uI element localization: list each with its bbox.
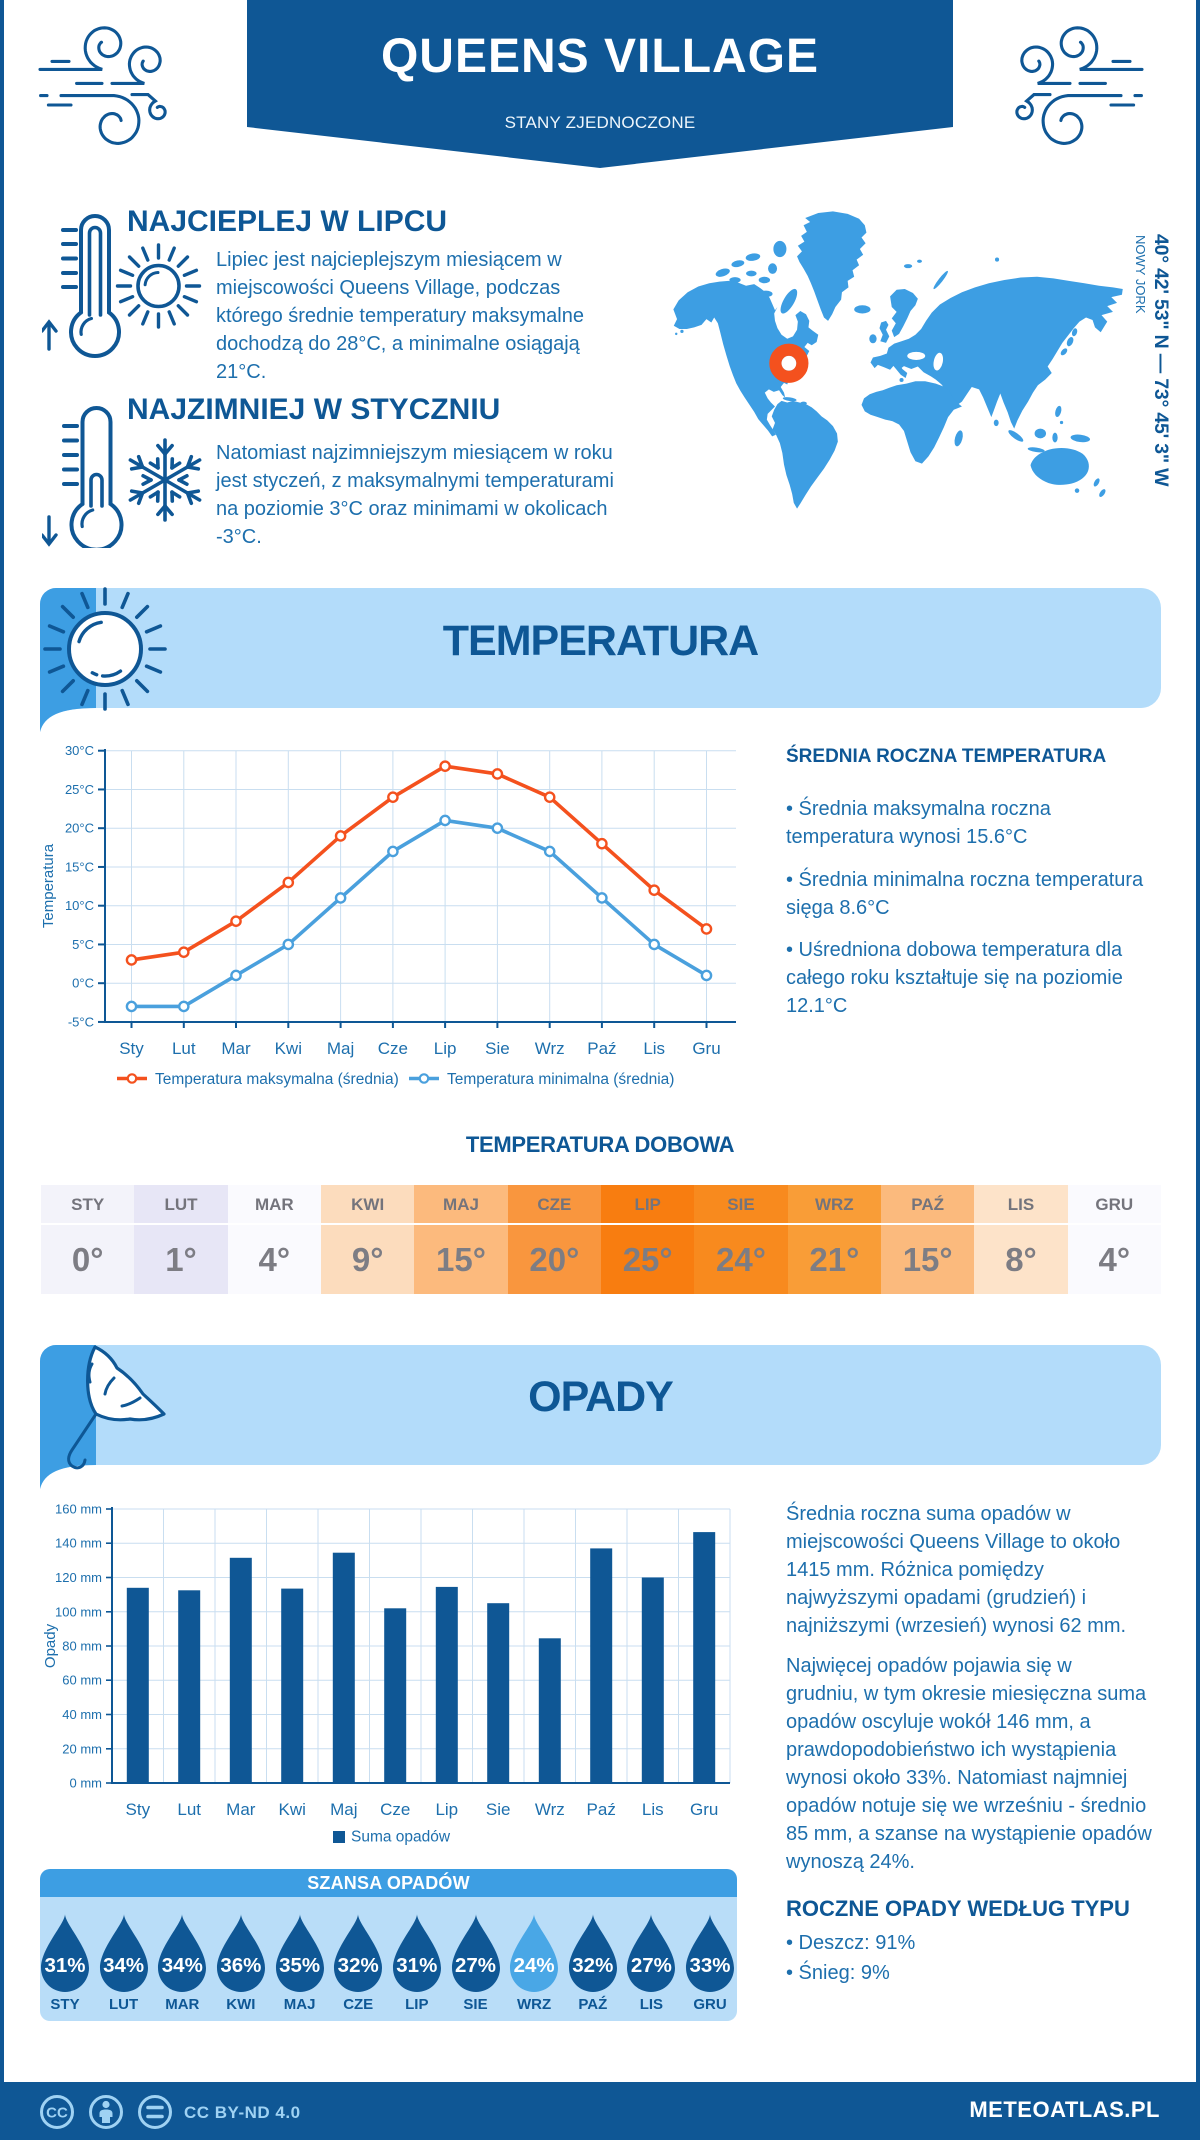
svg-text:CC: CC (46, 2105, 68, 2122)
svg-text:10°C: 10°C (65, 898, 94, 913)
svg-text:160 mm: 160 mm (55, 1502, 102, 1517)
svg-text:Lis: Lis (643, 1039, 665, 1058)
svg-text:40 mm: 40 mm (62, 1707, 102, 1722)
svg-text:Wrz: Wrz (535, 1039, 565, 1058)
svg-text:Maj: Maj (330, 1800, 357, 1819)
svg-text:Kwi: Kwi (275, 1039, 302, 1058)
svg-text:100 mm: 100 mm (55, 1604, 102, 1619)
svg-text:Sty: Sty (119, 1039, 144, 1058)
svg-text:120 mm: 120 mm (55, 1570, 102, 1585)
svg-text:Mar: Mar (221, 1039, 251, 1058)
svg-text:Sie: Sie (485, 1039, 510, 1058)
svg-text:Temperatura maksymalna (średni: Temperatura maksymalna (średnia) (155, 1071, 399, 1088)
svg-text:Temperatura minimalna (średnia: Temperatura minimalna (średnia) (447, 1071, 674, 1088)
svg-text:80 mm: 80 mm (62, 1639, 102, 1654)
svg-text:20°C: 20°C (65, 821, 94, 836)
svg-text:0 mm: 0 mm (70, 1776, 103, 1791)
svg-text:25°C: 25°C (65, 782, 94, 797)
svg-text:Sty: Sty (126, 1800, 151, 1819)
svg-text:Lip: Lip (435, 1800, 458, 1819)
svg-text:15°C: 15°C (65, 859, 94, 874)
svg-text:0°C: 0°C (72, 976, 94, 991)
svg-text:Suma opadów: Suma opadów (351, 1829, 451, 1846)
svg-text:140 mm: 140 mm (55, 1536, 102, 1551)
svg-text:Cze: Cze (380, 1800, 410, 1819)
svg-text:Mar: Mar (226, 1800, 256, 1819)
svg-text:Lut: Lut (177, 1800, 201, 1819)
svg-text:Temperatura: Temperatura (40, 843, 57, 928)
svg-text:60 mm: 60 mm (62, 1673, 102, 1688)
svg-text:Paź: Paź (587, 1800, 616, 1819)
svg-text:Paź: Paź (587, 1039, 616, 1058)
svg-text:Opady: Opady (42, 1623, 59, 1668)
svg-text:Lis: Lis (642, 1800, 664, 1819)
svg-text:-5°C: -5°C (68, 1014, 94, 1029)
svg-text:Wrz: Wrz (535, 1800, 565, 1819)
svg-text:Maj: Maj (327, 1039, 354, 1058)
svg-text:Gru: Gru (690, 1800, 718, 1819)
svg-text:Kwi: Kwi (278, 1800, 305, 1819)
svg-text:5°C: 5°C (72, 937, 94, 952)
svg-text:Sie: Sie (486, 1800, 511, 1819)
svg-text:Gru: Gru (692, 1039, 720, 1058)
svg-text:Lip: Lip (434, 1039, 457, 1058)
svg-text:Cze: Cze (378, 1039, 408, 1058)
svg-text:20 mm: 20 mm (62, 1741, 102, 1756)
svg-text:Lut: Lut (172, 1039, 196, 1058)
svg-text:30°C: 30°C (65, 743, 94, 758)
